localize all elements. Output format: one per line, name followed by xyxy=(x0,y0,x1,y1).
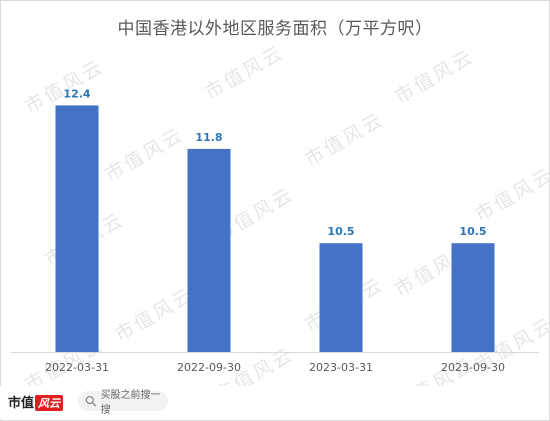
brand-text: 市值 xyxy=(8,396,35,411)
chart-title: 中国香港以外地区服务面积（万平方呎） xyxy=(117,19,433,39)
footer-bar: 市值 风云 买股之前搜一搜 xyxy=(0,386,548,419)
brand-badge: 风云 xyxy=(35,395,64,411)
data-label-2023-09-30: 10.5 xyxy=(459,225,486,238)
x-tick-label: 2023-03-31 xyxy=(309,361,373,374)
bar-2022-03-31 xyxy=(55,105,99,353)
x-tick-label: 2022-03-31 xyxy=(45,361,109,374)
search-placeholder: 买股之前搜一搜 xyxy=(100,390,161,416)
x-tick-label: 2023-09-30 xyxy=(441,361,505,374)
search-icon xyxy=(85,395,97,407)
data-label-2022-03-31: 12.4 xyxy=(63,87,90,100)
bar-2023-09-30 xyxy=(451,243,495,352)
search-box[interactable]: 买股之前搜一搜 xyxy=(78,390,168,416)
data-label-2022-09-30: 11.8 xyxy=(195,131,222,144)
x-tick-label: 2022-09-30 xyxy=(177,361,241,374)
bar-2023-03-31 xyxy=(319,243,363,352)
bar-2022-09-30 xyxy=(187,148,231,352)
data-label-2023-03-31: 10.5 xyxy=(327,225,354,238)
brand-logo: 市值 风云 xyxy=(8,392,64,411)
